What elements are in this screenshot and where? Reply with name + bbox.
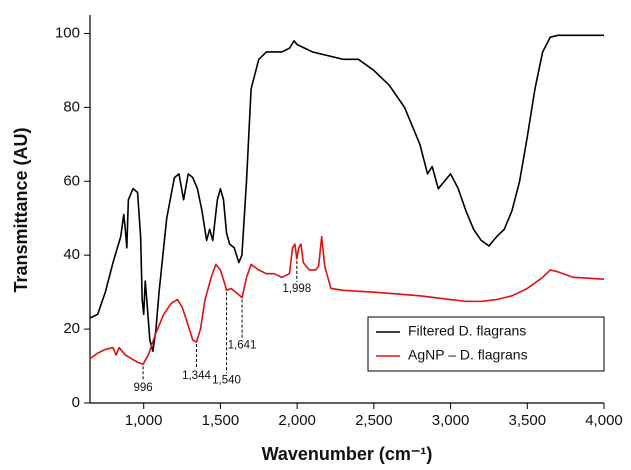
x-tick-label: 1,500 [202,412,240,429]
annotation-label: 996 [133,382,152,394]
x-axis-title: Wavenumber (cm⁻¹) [262,444,433,464]
series-line [89,235,605,365]
x-tick-label: 2,000 [278,412,316,429]
y-tick-label: 20 [63,320,80,337]
annotation-label: 1,344 [182,370,211,382]
x-tick-label: 4,000 [585,412,623,429]
annotation-label: 1,540 [212,374,241,386]
annotation-label: 1,641 [228,340,257,352]
series-line [89,34,604,353]
legend-box [367,316,605,372]
y-tick-label: 100 [55,24,80,41]
y-tick-label: 80 [63,98,80,115]
annotation-label: 1,998 [282,283,311,295]
x-tick-label: 3,500 [509,412,547,429]
x-tick-label: 2,500 [355,412,393,429]
y-tick-label: 0 [72,394,80,411]
legend-label: AgNP – D. flagrans [408,347,528,363]
legend-label: Filtered D. flagrans [408,323,526,339]
y-tick-label: 60 [63,172,80,189]
x-tick-label: 1,000 [125,412,163,429]
y-tick-label: 40 [63,246,80,263]
y-axis-title: Transmittance (AU) [11,127,31,292]
x-tick-label: 3,000 [432,412,470,429]
